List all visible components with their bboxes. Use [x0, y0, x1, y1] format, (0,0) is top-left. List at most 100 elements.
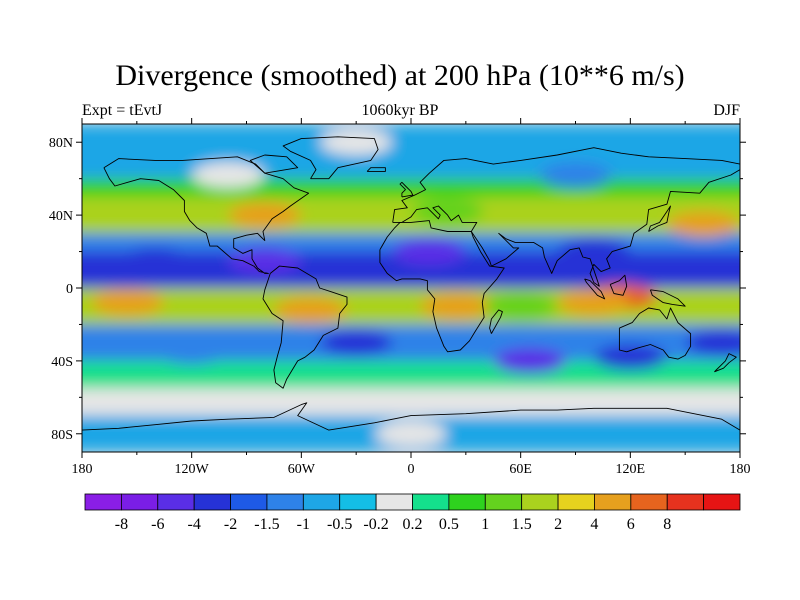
field-feature — [557, 289, 630, 316]
british-isles-coastline — [399, 181, 414, 198]
colorbar-label: 8 — [663, 516, 671, 533]
australia-coastline — [618, 307, 692, 360]
field-feature — [594, 344, 667, 371]
japan-coastline — [648, 205, 671, 232]
map-area — [82, 124, 740, 452]
field-feature — [667, 211, 740, 238]
colorbar-swatch — [193, 493, 231, 511]
field-feature — [91, 289, 164, 316]
colorbar-swatch — [230, 493, 268, 511]
x-tick-label: 120E — [616, 462, 646, 477]
x-tick-label: 180 — [72, 462, 93, 477]
divergence-field — [82, 124, 740, 452]
x-tick-label: 60W — [288, 462, 316, 477]
colorbar-swatch — [412, 493, 450, 511]
colorbar-swatch — [84, 493, 122, 511]
colorbar-label: -1 — [297, 516, 310, 533]
x-tick-label: 120W — [175, 462, 210, 477]
field-feature — [155, 338, 228, 365]
colorbar-swatch — [302, 493, 341, 511]
latitude-band — [82, 360, 740, 389]
field-feature — [420, 293, 493, 320]
field-feature — [100, 202, 173, 229]
colorbar-swatch — [157, 493, 195, 511]
field-feature — [493, 347, 566, 374]
greenland-coastline — [282, 136, 379, 180]
colorbar-label: -8 — [115, 516, 128, 533]
x-tick-label: 180 — [730, 462, 751, 477]
latitude-band — [82, 196, 740, 234]
new-zealand-coastline — [714, 353, 737, 373]
field-feature — [393, 238, 466, 265]
season-label: DJF — [713, 102, 740, 119]
colorbar-swatch — [666, 493, 705, 511]
baffin-island-coastline — [249, 154, 299, 174]
europe-asia-coastline — [392, 147, 740, 287]
sumatra-coastline — [584, 278, 606, 300]
field-feature — [228, 202, 301, 229]
field-feature — [557, 238, 630, 265]
chart-title: Divergence (smoothed) at 200 hPa (10**6 … — [115, 59, 685, 92]
colorbar: -8 -6 -4 -2 -1.5 -1 -0.5 -0.2 0.2 0.5 1 1.5 2 4 6 8 — [84, 493, 741, 533]
y-tick-label: 0 — [66, 282, 73, 297]
colorbar-swatch — [266, 493, 304, 511]
colorbar-swatch — [703, 493, 741, 511]
colorbar-swatch — [375, 493, 413, 511]
colorbar-swatch — [339, 493, 377, 511]
colorbar-swatch — [630, 493, 668, 511]
colorbar-swatch — [120, 493, 159, 511]
colorbar-label: 6 — [627, 516, 635, 533]
south-america-coastline — [262, 265, 348, 389]
field-feature — [173, 293, 246, 320]
new-guinea-coastline — [649, 289, 686, 307]
colorbar-label: 1.5 — [512, 516, 532, 533]
colorbar-label: -4 — [188, 516, 201, 533]
map-axes: 180 120W 60W 0 60E 120E 180 80N 40N 0 40S 80S — [49, 118, 751, 477]
y-tick-label: 40N — [49, 209, 73, 224]
antarctica-coastline — [82, 402, 740, 431]
colorbar-label: -2 — [224, 516, 237, 533]
period-label: 1060kyr BP — [361, 102, 439, 119]
field-feature — [192, 162, 265, 189]
colorbar-swatch — [484, 493, 523, 511]
colorbar-swatch — [521, 493, 559, 511]
madagascar-coastline — [489, 309, 503, 334]
latitude-band — [82, 124, 740, 179]
colorbar-label: -0.2 — [363, 516, 388, 533]
colorbar-swatch — [594, 493, 632, 511]
colorbar-label: -6 — [151, 516, 164, 533]
field-feature — [274, 296, 347, 323]
north-america-coastline — [103, 156, 310, 274]
field-feature — [228, 247, 301, 274]
field-feature — [119, 247, 192, 274]
colorbar-label: 4 — [590, 516, 598, 533]
colorbar-label: 0.2 — [403, 516, 423, 533]
colorbar-label: -0.5 — [327, 516, 352, 533]
field-feature — [539, 162, 612, 189]
y-tick-label: 40S — [51, 355, 73, 370]
field-feature — [320, 329, 393, 356]
colorbar-label: 2 — [554, 516, 562, 533]
field-feature — [375, 420, 447, 447]
colorbar-label: 0.5 — [439, 516, 459, 533]
field-feature — [685, 329, 740, 356]
iceland-coastline — [366, 167, 386, 172]
borneo-coastline — [609, 274, 628, 296]
coastlines — [82, 136, 740, 431]
y-tick-label: 80S — [51, 428, 73, 443]
colorbar-swatch — [448, 493, 486, 511]
colorbar-label: -1.5 — [254, 516, 279, 533]
x-tick-label: 0 — [408, 462, 415, 477]
y-tick-label: 80N — [49, 136, 73, 151]
x-tick-label: 60E — [509, 462, 532, 477]
latitude-band — [82, 388, 740, 416]
field-feature — [484, 293, 557, 320]
colorbar-swatch — [557, 493, 595, 511]
africa-coastline — [379, 220, 505, 353]
field-feature — [320, 129, 393, 156]
colorbar-label: 1 — [481, 516, 489, 533]
field-feature — [411, 198, 484, 225]
experiment-label: Expt = tEvtJ — [82, 102, 163, 119]
